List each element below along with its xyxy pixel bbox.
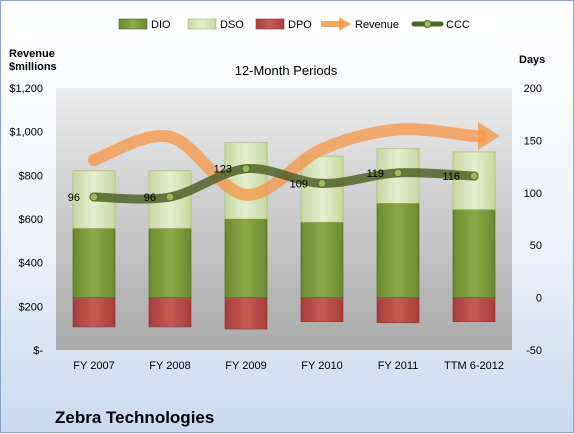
x-tick-label: FY 2010 — [301, 360, 342, 372]
bar-dpo — [148, 297, 192, 328]
x-axis-ticks: FY 2007 FY 2008 FY 2009 FY 2010 FY 2011 TTM 6… — [73, 360, 504, 372]
legend-swatch-dso — [187, 18, 217, 30]
legend-swatch-dpo — [255, 18, 285, 30]
legend-marker-ccc — [423, 20, 432, 28]
legend-item-dio: DIO — [118, 18, 171, 31]
x-tick-label: FY 2009 — [225, 360, 266, 372]
bar-dpo — [300, 297, 344, 323]
ccc-marker — [393, 168, 403, 178]
revenue-line — [88, 123, 487, 201]
x-tick-label: FY 2011 — [378, 360, 419, 372]
bars-layer — [72, 142, 496, 330]
x-tick-label: FY 2007 — [73, 360, 114, 372]
x-tick-label: TTM 6-2012 — [444, 360, 504, 372]
bar-dio — [148, 228, 192, 298]
legend-label-dso: DSO — [220, 19, 244, 31]
right-axis-title: Days — [519, 54, 545, 66]
chart-title: 12-Month Periods — [235, 63, 338, 78]
right-tick-label: 200 — [524, 83, 542, 95]
right-tick-label: 150 — [524, 135, 542, 147]
bar-dio — [452, 209, 496, 298]
ccc-marker — [469, 171, 479, 181]
ccc-data-label: 109 — [290, 178, 308, 190]
ccc-data-label: 119 — [366, 168, 384, 180]
right-tick-label: 50 — [530, 240, 542, 252]
left-tick-label: $200 — [19, 301, 43, 313]
legend: DIO DSO DPO Revenue CCC — [118, 17, 470, 31]
legend-label-ccc: CCC — [446, 19, 470, 31]
bar-dio — [300, 221, 344, 298]
ccc-line — [89, 164, 479, 204]
revenue-arrowhead — [478, 122, 500, 151]
legend-label-dpo: DPO — [288, 19, 312, 31]
left-axis-title-line2: $millions — [9, 61, 57, 73]
right-tick-label: -50 — [526, 345, 542, 357]
ccc-marker — [241, 164, 251, 174]
ccc-data-label: 123 — [214, 164, 232, 176]
legend-item-dso: DSO — [187, 18, 244, 31]
right-axis-ticks: -50 0 50 100 150 200 — [524, 83, 542, 357]
company-name: Zebra Technologies — [55, 408, 214, 427]
bar-dso — [224, 142, 268, 220]
legend-arrow-revenue — [339, 17, 351, 31]
bar-dpo — [452, 297, 496, 323]
right-tick-label: 100 — [524, 188, 542, 200]
bar-dpo — [376, 297, 420, 324]
left-tick-label: $1,200 — [9, 83, 43, 95]
x-tick-label: FY 2008 — [149, 360, 190, 372]
ccc-layer: 96 96 123 109 119 116 — [68, 164, 479, 204]
legend-item-ccc: CCC — [411, 19, 470, 31]
ccc-data-label: 96 — [144, 192, 156, 204]
bar-dpo — [224, 297, 268, 330]
bar-dio — [72, 228, 116, 298]
ccc-data-label: 96 — [68, 192, 80, 204]
legend-label-revenue: Revenue — [355, 19, 399, 31]
bar-dio — [376, 202, 420, 298]
left-tick-label: $800 — [19, 170, 43, 182]
legend-item-revenue: Revenue — [321, 17, 399, 31]
revenue-layer — [88, 122, 500, 201]
legend-swatch-dio — [118, 18, 148, 30]
left-tick-label: $- — [33, 345, 43, 357]
left-tick-label: $600 — [19, 214, 43, 226]
bar-dio — [224, 218, 268, 298]
bar-dso — [452, 151, 496, 210]
bar-dso — [300, 155, 344, 223]
ccc-marker — [317, 178, 327, 188]
ccc-marker — [89, 192, 99, 202]
right-tick-label: 0 — [536, 293, 542, 305]
legend-label-dio: DIO — [151, 19, 171, 31]
bar-dpo — [72, 297, 116, 328]
legend-item-dpo: DPO — [255, 18, 312, 31]
left-tick-label: $400 — [19, 258, 43, 270]
left-axis-ticks: $- $200 $400 $600 $800 $1,000 $1,200 — [9, 83, 43, 357]
left-axis-title-line1: Revenue — [9, 48, 55, 60]
ccc-marker — [165, 192, 175, 202]
ccc-data-label: 116 — [442, 171, 460, 183]
left-tick-label: $1,000 — [9, 127, 43, 139]
